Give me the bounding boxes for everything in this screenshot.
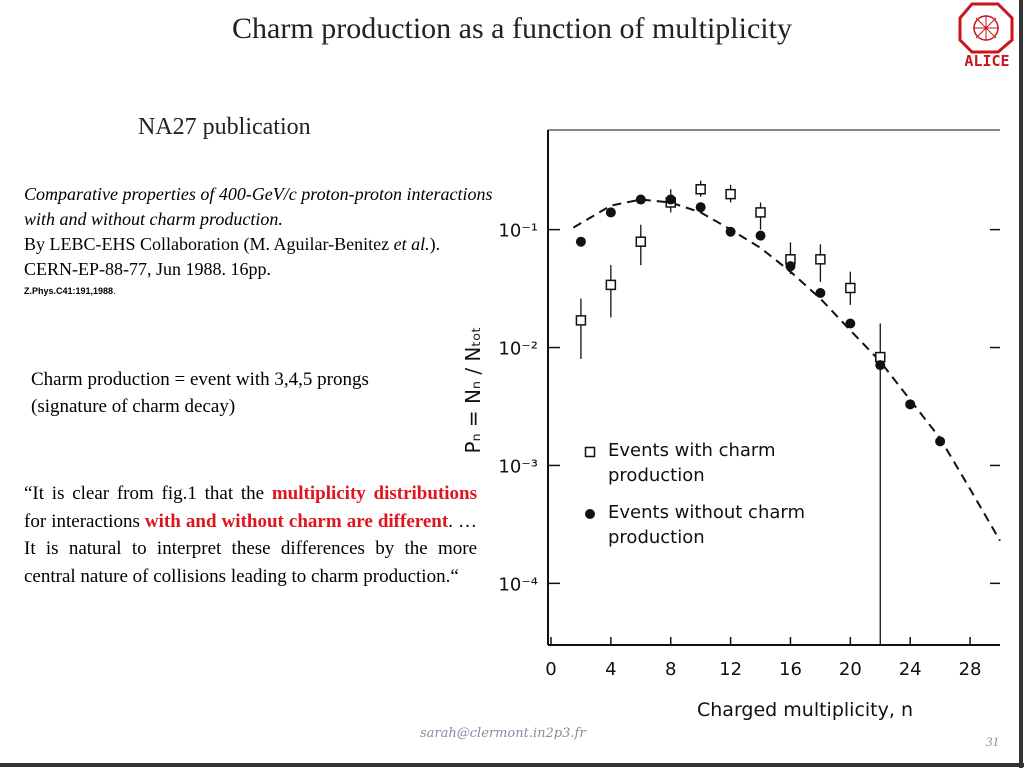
data-point: [845, 282, 856, 294]
x-tick-label: 28: [959, 659, 982, 680]
citation: Comparative properties of 400-GeV/c prot…: [24, 182, 524, 297]
data-point: [755, 230, 766, 241]
x-tick-label: 24: [899, 659, 922, 680]
data-point: [695, 184, 706, 195]
quote-text: “It is clear from fig.1 that the: [24, 483, 272, 504]
logo-text: ALICE: [964, 52, 1010, 70]
footer: sarah@clermont.in2p3.fr: [420, 726, 586, 741]
subtitle: NA27 publication: [138, 114, 311, 140]
data-point: [905, 399, 916, 410]
y-tick-label: 10⁻⁴: [498, 574, 538, 595]
y-tick-label: 10⁻²: [498, 339, 538, 360]
x-tick-label: 16: [779, 659, 802, 680]
data-point: [635, 236, 647, 247]
x-tick-label: 4: [605, 659, 616, 680]
quote-text: . … It is natural to interpret these dif…: [24, 510, 477, 587]
x-tick-label: 20: [839, 659, 862, 680]
data-point: [575, 236, 586, 247]
authors: ).: [429, 234, 441, 254]
x-tick-label: 8: [665, 659, 676, 680]
x-tick-label: 0: [545, 659, 556, 680]
data-point: [665, 194, 676, 205]
fit-curve: [572, 198, 1001, 542]
data-point: [755, 207, 766, 218]
journal: Z.Phys.C41:191,1988: [24, 286, 114, 296]
quote-text: for interactions: [24, 510, 145, 532]
journal: .: [113, 286, 116, 296]
quote: “It is clear from fig.1 that the multipl…: [24, 480, 477, 590]
definition: Charm production = event with 3,4,5 pron…: [31, 369, 369, 417]
legend-marker: [584, 446, 596, 458]
data-point: [635, 194, 646, 205]
data-point: [875, 360, 886, 371]
quote-text: with and without charm are different: [144, 510, 449, 532]
quote-text: multiplicity distributions: [271, 483, 478, 504]
data-point: [815, 254, 826, 265]
data-point: [695, 202, 706, 213]
paper-title: Comparative properties of 400-GeV/c prot…: [24, 184, 493, 229]
data-point: [815, 288, 826, 299]
data-point: [575, 315, 587, 326]
data-point: [605, 207, 616, 218]
y-tick-label: 10⁻¹: [498, 221, 538, 242]
report: CERN-EP-88-77, Jun 1988. 16pp.: [24, 259, 271, 279]
data-point: [725, 188, 736, 200]
slide-title: Charm production as a function of multip…: [232, 12, 792, 45]
x-axis-label: Charged multiplicity, n: [697, 699, 913, 721]
y-tick-label: 10⁻³: [498, 456, 538, 477]
x-tick-label: 12: [719, 659, 742, 680]
data-point: [605, 279, 617, 291]
y-axis-label: Pₙ = Nₙ / Nₜₒₜ: [461, 327, 485, 454]
data-point: [845, 318, 856, 329]
data-point: [725, 226, 736, 237]
data-point: [785, 261, 796, 272]
legend-marker: [585, 509, 595, 519]
data-point: [935, 436, 946, 447]
authors: By LEBC-EHS Collaboration (M. Aguilar-Be…: [24, 234, 394, 254]
authors: et al.: [393, 234, 430, 254]
page-number: 31: [986, 734, 999, 749]
legend-entry: Events without charm production: [608, 502, 806, 548]
legend-entry: Events with charm production: [608, 440, 776, 486]
